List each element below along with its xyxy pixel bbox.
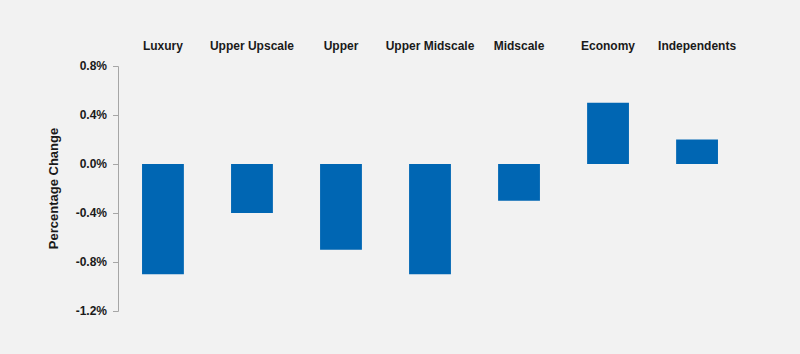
category-label: Upper Midscale [386, 39, 475, 53]
y-tick-mark [113, 115, 118, 116]
y-tick: -0.4% [76, 206, 118, 220]
y-tick-mark [113, 311, 118, 312]
bar [676, 140, 718, 165]
y-tick-mark [113, 262, 118, 263]
category-label: Economy [581, 39, 635, 53]
y-tick-mark [113, 213, 118, 214]
y-tick: -0.8% [76, 255, 118, 269]
y-tick-label: 0.8% [80, 59, 108, 73]
category-label: Upper Upscale [210, 39, 294, 53]
bar [409, 164, 451, 274]
y-tick-label: -1.2% [76, 304, 108, 318]
y-tick-label: -0.8% [76, 255, 108, 269]
bars [142, 103, 718, 275]
x-tick: Upper Midscale [386, 39, 475, 53]
y-axis-title: Percentage Change [46, 128, 61, 249]
y-tick-mark [113, 164, 118, 165]
x-tick: Independents [658, 39, 736, 53]
bar [142, 164, 184, 274]
category-label: Upper [324, 39, 359, 53]
y-axis-line [113, 67, 119, 312]
y-axis: -1.2% -0.8% -0.4% 0.0% 0.4% 0.8% [76, 59, 119, 318]
y-tick-mark [113, 66, 118, 67]
chart: -1.2% -0.8% -0.4% 0.0% 0.4% 0.8% Luxury Upper U… [0, 0, 800, 354]
y-tick-label: 0.4% [80, 108, 108, 122]
y-tick-label: -0.4% [76, 206, 108, 220]
y-tick-label: 0.0% [80, 157, 108, 171]
y-tick: 0.8% [80, 59, 118, 73]
y-tick: 0.0% [80, 157, 118, 171]
y-tick: -1.2% [76, 304, 118, 318]
x-tick: Upper Upscale [210, 39, 294, 53]
bar [231, 164, 273, 213]
bar [498, 164, 540, 201]
x-tick: Economy [581, 39, 635, 53]
x-tick: Upper [324, 39, 359, 53]
category-label: Midscale [494, 39, 545, 53]
y-tick: 0.4% [80, 108, 118, 122]
x-tick: Luxury [143, 39, 183, 53]
category-label: Independents [658, 39, 736, 53]
category-label: Luxury [143, 39, 183, 53]
bar [587, 103, 629, 164]
x-axis: Luxury Upper Upscale Upper Upper Midscale Mi… [119, 39, 743, 53]
bar [320, 164, 362, 250]
background [0, 0, 800, 354]
x-tick: Midscale [494, 39, 545, 53]
